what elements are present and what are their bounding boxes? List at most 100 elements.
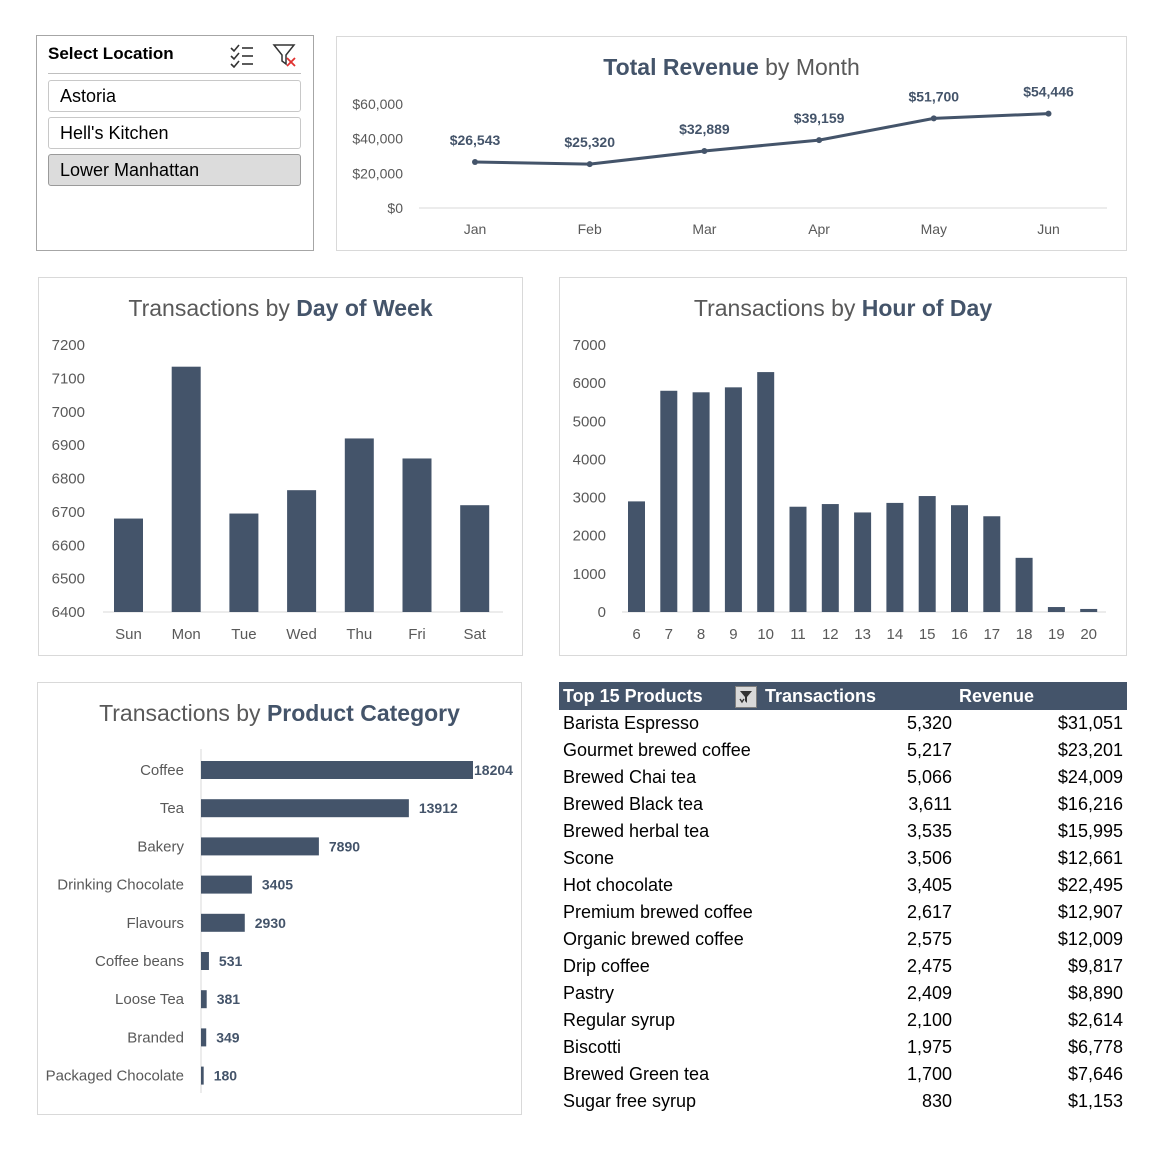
- table-row: Brewed Black tea 3,611 $16,216: [559, 791, 1127, 818]
- x-tick-label: 12: [822, 626, 839, 643]
- header-revenue: Revenue: [959, 686, 1035, 706]
- bar: [201, 990, 207, 1009]
- data-label: $39,159: [794, 110, 845, 126]
- bar: [757, 372, 775, 612]
- day-chart-title: Transactions by Day of Week: [128, 295, 433, 321]
- data-label: 18204: [474, 762, 513, 778]
- table-header: Top 15 Products Transactions Revenue: [559, 682, 1127, 710]
- location-slicer: Select Location Astoria Hell's Kitchen Low…: [36, 35, 314, 251]
- y-tick-label: 2000: [573, 528, 606, 545]
- x-tick-label: 14: [887, 626, 904, 643]
- transactions-cell: 1,975: [906, 1037, 952, 1057]
- category-bar-chart: Coffee 18204 Tea 13912 Bakery 7890 Drinking Ch…: [46, 749, 513, 1093]
- slicer-item[interactable]: Hell's Kitchen: [48, 117, 301, 149]
- table-row: Brewed herbal tea 3,535 $15,995: [559, 818, 1127, 845]
- transactions-cell: 2,409: [906, 983, 952, 1003]
- x-tick-label: 20: [1080, 626, 1097, 643]
- table-row: Premium brewed coffee 2,617 $12,907: [559, 899, 1127, 926]
- bar: [983, 516, 1001, 612]
- y-tick-label: 6600: [52, 537, 85, 554]
- header-products[interactable]: Top 15 Products: [563, 686, 703, 706]
- category-label: Branded: [127, 1029, 184, 1046]
- transactions-cell: 3,506: [906, 848, 952, 868]
- category-label: Packaged Chocolate: [46, 1068, 184, 1085]
- data-label: 13912: [419, 800, 458, 816]
- data-label: 3405: [262, 877, 293, 893]
- product-cell: Brewed Green tea: [563, 1064, 710, 1084]
- bar: [402, 458, 432, 612]
- clear-filter-icon[interactable]: [272, 42, 298, 68]
- data-label: $26,543: [450, 132, 501, 148]
- bar: [114, 518, 143, 612]
- data-point: [472, 158, 478, 165]
- data-label: 349: [216, 1029, 240, 1045]
- transactions-cell: 2,100: [906, 1010, 952, 1030]
- y-tick-label: 7000: [52, 404, 85, 421]
- revenue-cell: $15,995: [1057, 821, 1123, 841]
- product-cell: Biscotti: [563, 1037, 622, 1057]
- table-row: Scone 3,506 $12,661: [559, 845, 1127, 872]
- data-label: 7890: [329, 838, 360, 854]
- y-tick-label: 1000: [573, 566, 606, 583]
- revenue-cell: $12,907: [1057, 902, 1123, 922]
- bar: [201, 1028, 207, 1047]
- product-cell: Barista Espresso: [563, 713, 700, 733]
- x-tick-label: 16: [951, 626, 968, 643]
- bar: [1015, 557, 1033, 612]
- bar: [201, 952, 209, 970]
- bar: [201, 799, 409, 818]
- transactions-cell: 2,475: [906, 956, 952, 976]
- bar: [201, 913, 245, 932]
- y-tick-label: 6800: [52, 471, 85, 488]
- bar: [344, 438, 374, 612]
- bar: [171, 366, 201, 612]
- transactions-cell: 2,617: [906, 902, 952, 922]
- y-tick-label: 4000: [573, 451, 606, 468]
- product-cell: Organic brewed coffee: [563, 929, 744, 949]
- bar: [886, 502, 904, 612]
- revenue-cell: $1,153: [1067, 1091, 1123, 1111]
- slicer-title: Select Location: [48, 44, 174, 63]
- filter-dropdown-icon[interactable]: [735, 686, 757, 708]
- bar: [201, 761, 473, 779]
- bar: [692, 392, 710, 612]
- y-tick-label: 7100: [52, 370, 85, 387]
- y-tick-label: $0: [387, 200, 403, 216]
- x-tick-label: 10: [757, 626, 774, 643]
- data-label: 381: [217, 991, 241, 1007]
- product-cell: Drip coffee: [563, 956, 650, 976]
- table-row: Pastry 2,409 $8,890: [559, 980, 1127, 1007]
- slicer-item[interactable]: Astoria: [48, 80, 301, 112]
- multi-select-icon[interactable]: [229, 42, 255, 69]
- revenue-series-line: [474, 112, 1049, 166]
- product-cell: Scone: [563, 848, 615, 868]
- product-cell: Premium brewed coffee: [563, 902, 753, 922]
- x-tick-label: 6: [632, 626, 640, 643]
- category-label: Coffee: [140, 762, 184, 779]
- x-tick-label: 7: [665, 626, 673, 643]
- x-tick-label: Tue: [231, 626, 256, 643]
- y-tick-label: 6700: [52, 504, 85, 521]
- x-tick-label: Mar: [692, 221, 716, 237]
- top-products-table: Top 15 Products Transactions Revenue Bar…: [559, 682, 1127, 1115]
- revenue-cell: $6,778: [1067, 1037, 1123, 1057]
- data-point: [930, 115, 937, 122]
- bar: [201, 1066, 204, 1085]
- revenue-chart-title: Total Revenue by Month: [603, 54, 860, 80]
- product-cell: Brewed Black tea: [563, 794, 704, 814]
- x-tick-label: Apr: [808, 221, 830, 237]
- product-cell: Gourmet brewed coffee: [563, 740, 751, 760]
- x-tick-label: Jun: [1037, 221, 1060, 237]
- bar: [1047, 607, 1065, 612]
- bar: [789, 506, 807, 612]
- category-chart-title: Transactions by Product Category: [99, 700, 460, 726]
- slicer-item[interactable]: Lower Manhattan: [48, 154, 301, 186]
- x-tick-label: 8: [697, 626, 705, 643]
- bar: [854, 512, 872, 612]
- bar: [229, 513, 259, 612]
- transactions-cell: 5,066: [906, 767, 952, 787]
- hour-bar-chart: 0 1000 2000 3000 4000 5000 6000 7000 6 7 8 9 10 11 12 1…: [573, 337, 1106, 643]
- category-label: Flavours: [126, 915, 184, 932]
- data-label: $51,700: [908, 88, 959, 104]
- data-point: [701, 147, 708, 154]
